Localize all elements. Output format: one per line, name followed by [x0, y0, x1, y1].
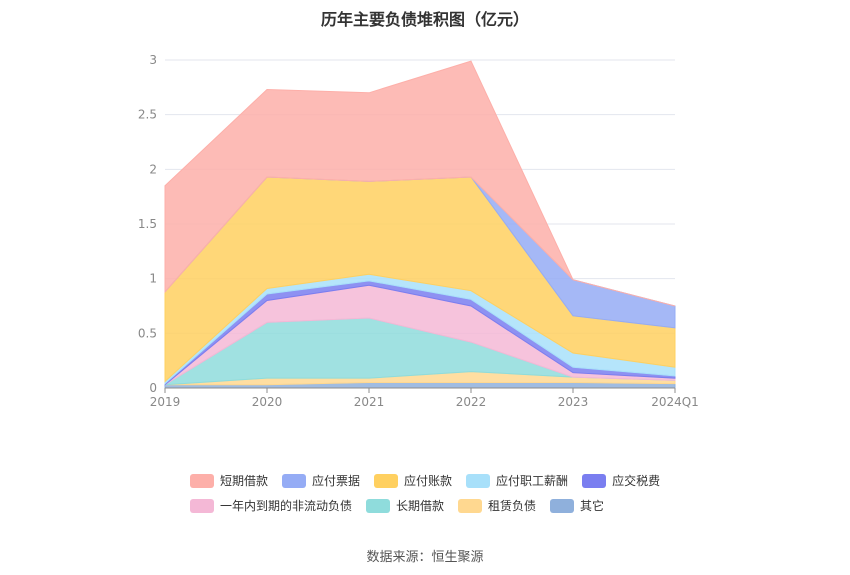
legend-label: 租赁负债 — [488, 499, 537, 513]
legend-item[interactable]: 应付票据 — [282, 472, 360, 489]
legend-label: 应付职工薪酬 — [496, 474, 569, 488]
legend-item[interactable]: 长期借款 — [366, 497, 444, 514]
y-tick-label: 0 — [149, 381, 157, 395]
x-tick-label: 2019 — [150, 395, 181, 409]
y-tick-label: 3 — [149, 53, 157, 67]
legend-swatch — [190, 473, 214, 488]
legend-label: 长期借款 — [396, 499, 445, 513]
legend-label: 应付账款 — [404, 474, 453, 488]
legend-swatch — [582, 473, 607, 488]
legend-label: 一年内到期的非流动负债 — [220, 499, 353, 513]
area-短期借款 — [164, 60, 676, 307]
legend-item[interactable]: 其它 — [550, 497, 604, 514]
legend-label: 其它 — [580, 499, 605, 513]
legend-item[interactable]: 应交税费 — [582, 472, 660, 489]
y-tick-label: 1 — [149, 272, 157, 286]
legend-label: 短期借款 — [220, 474, 269, 488]
chart-title: 历年主要负债堆积图（亿元） — [320, 10, 529, 29]
legend-item[interactable]: 应付职工薪酬 — [466, 472, 568, 489]
legend: 短期借款 应付票据 应付账款 应付职工薪酬 应交税费 一年内到期的非流动负债 长期借款 租赁… — [190, 472, 710, 522]
legend-swatch — [550, 498, 575, 513]
legend-item[interactable]: 一年内到期的非流动负债 — [190, 497, 352, 514]
legend-swatch — [458, 498, 483, 513]
legend-label: 应交税费 — [612, 474, 661, 488]
legend-swatch — [282, 473, 307, 488]
y-tick-label: 2 — [149, 162, 157, 176]
x-tick-label: 2020 — [252, 395, 283, 409]
legend-item[interactable]: 应付账款 — [374, 472, 452, 489]
x-tick-label: 2024Q1 — [651, 395, 699, 409]
axes: 0 0.5 1 1.5 2 2.5 3 2019 2020 2021 2022 2023 2024Q1 — [138, 53, 699, 409]
legend-swatch — [466, 473, 491, 488]
y-tick-label: 0.5 — [138, 326, 157, 340]
legend-swatch — [366, 498, 391, 513]
area-series — [164, 60, 676, 389]
data-source: 数据来源：恒生聚源 — [366, 550, 484, 565]
x-tick-label: 2023 — [558, 395, 589, 409]
stacked-area-chart: 0 0.5 1 1.5 2 2.5 3 2019 2020 2021 2022 2023 2024Q1 — [138, 53, 699, 409]
y-tick-label: 1.5 — [138, 217, 157, 231]
legend-swatch — [190, 498, 214, 513]
legend-row: 短期借款 应付票据 应付账款 应付职工薪酬 应交税费 — [190, 472, 710, 489]
legend-swatch — [374, 473, 399, 488]
x-tick-label: 2022 — [456, 395, 487, 409]
x-tick-label: 2021 — [354, 395, 385, 409]
legend-label: 应付票据 — [312, 474, 361, 488]
legend-item[interactable]: 短期借款 — [190, 472, 268, 489]
legend-item[interactable]: 租赁负债 — [458, 497, 536, 514]
legend-row: 一年内到期的非流动负债 长期借款 租赁负债 其它 — [190, 497, 710, 514]
y-tick-label: 2.5 — [138, 108, 157, 122]
